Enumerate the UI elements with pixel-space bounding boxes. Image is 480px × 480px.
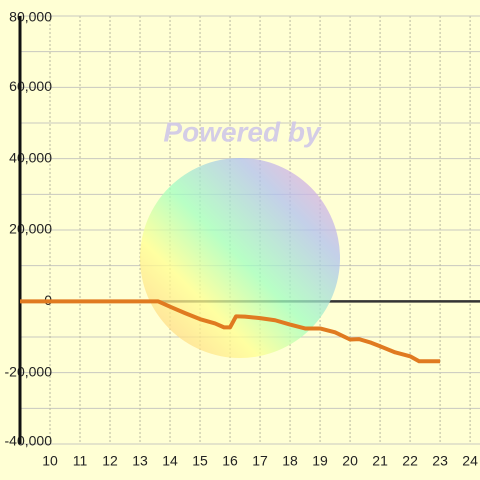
y-tick-label: 60,000 [9, 78, 52, 94]
x-tick-label: 14 [162, 453, 178, 469]
x-tick-label: 21 [372, 453, 388, 469]
y-tick-label: 80,000 [9, 9, 52, 25]
y-tick-label: 40,000 [9, 149, 52, 165]
x-tick-label: 24 [462, 453, 478, 469]
x-tick-label: 18 [282, 453, 298, 469]
x-tick-label: 19 [312, 453, 328, 469]
x-tick-label: 23 [432, 453, 448, 469]
x-tick-label: 20 [342, 453, 358, 469]
x-tick-label: 10 [42, 453, 58, 469]
x-tick-label: 22 [402, 453, 418, 469]
plot: 80,00060,00040,00020,0000-20,000-40,0001… [5, 9, 479, 469]
y-tick-label: -20,000 [5, 363, 53, 379]
x-tick-label: 16 [222, 453, 238, 469]
x-tick-label: 13 [132, 453, 148, 469]
watermark-text: Powered by [163, 116, 322, 147]
y-tick-label: 20,000 [9, 221, 52, 237]
x-tick-label: 12 [102, 453, 118, 469]
x-tick-label: 15 [192, 453, 208, 469]
y-tick-label: -40,000 [5, 433, 53, 449]
watermark-logo [140, 158, 340, 358]
x-tick-label: 11 [73, 453, 88, 469]
x-tick-label: 17 [252, 453, 268, 469]
data-line [20, 299, 441, 364]
